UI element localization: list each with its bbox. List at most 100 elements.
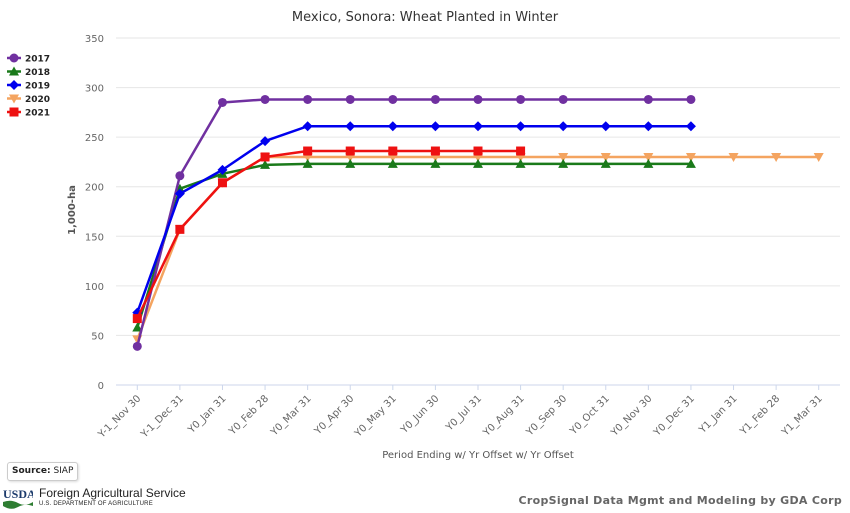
data-point-2019 bbox=[430, 121, 441, 132]
x-tick-label: Y0_May 31 bbox=[352, 393, 399, 440]
legend-label: 2018 bbox=[25, 68, 50, 78]
legend-label: 2017 bbox=[25, 55, 50, 65]
x-tick-label: Y-1_Dec 31 bbox=[139, 393, 186, 440]
data-point-2017 bbox=[260, 94, 270, 104]
legend-marker bbox=[9, 94, 19, 104]
data-point-2017 bbox=[473, 94, 483, 104]
series-line-2020 bbox=[136, 155, 819, 340]
y-axis-label: 1,000-ha bbox=[67, 185, 78, 235]
data-point-2020 bbox=[813, 152, 824, 162]
x-tick-label: Y0_Jan 31 bbox=[186, 393, 229, 436]
data-point-2018 bbox=[515, 158, 526, 168]
x-axis-label: Period Ending w/ Yr Offset w/ Yr Offset bbox=[382, 450, 574, 461]
data-point-2018 bbox=[260, 159, 271, 169]
data-point-2018 bbox=[473, 158, 483, 168]
usda-logo: USDA bbox=[3, 487, 33, 509]
data-point-2019 bbox=[600, 121, 611, 132]
data-point-2019 bbox=[174, 188, 185, 199]
credit-text: CropSignal Data Mgmt and Modeling by GDA… bbox=[518, 494, 842, 507]
x-tick-label: Y1_Jan 31 bbox=[697, 393, 740, 436]
data-point-2021 bbox=[430, 146, 440, 156]
svg-text:USDA: USDA bbox=[3, 487, 33, 501]
data-point-2021 bbox=[217, 178, 227, 188]
data-point-2019 bbox=[302, 121, 313, 132]
data-point-2021 bbox=[303, 146, 313, 156]
data-point-2017 bbox=[175, 171, 185, 181]
data-point-2019 bbox=[387, 121, 398, 132]
source-value: SIAP bbox=[53, 466, 74, 476]
data-point-2021 bbox=[132, 314, 142, 324]
legend-item-2020[interactable]: 2020 bbox=[7, 94, 50, 106]
legend-item-2017[interactable]: 2017 bbox=[7, 53, 50, 65]
data-point-2019 bbox=[685, 121, 696, 132]
x-tick-label: Y0_Jul 31 bbox=[443, 393, 484, 434]
series-lines bbox=[132, 94, 824, 351]
series-line-2018 bbox=[136, 162, 691, 328]
data-point-2018 bbox=[600, 158, 611, 168]
x-tick-label: Y0_Sep 30 bbox=[524, 393, 569, 438]
legend-marker bbox=[9, 66, 19, 76]
x-tick-label: Y0_Aug 31 bbox=[481, 393, 527, 439]
x-tick-label: Y0_Apr 30 bbox=[312, 393, 356, 437]
y-tick-labels: 0 50 100 150 200 250 300 350 bbox=[85, 34, 104, 392]
x-tick-label: Y-1_Nov 30 bbox=[96, 393, 144, 441]
chart-title: Mexico, Sonora: Wheat Planted in Winter bbox=[292, 10, 559, 25]
data-point-2018 bbox=[558, 158, 569, 168]
data-point-2020 bbox=[600, 152, 611, 162]
y-tick-label: 300 bbox=[85, 84, 104, 95]
legend-marker bbox=[9, 107, 19, 117]
legend-marker bbox=[9, 80, 19, 90]
data-point-2017 bbox=[217, 97, 227, 107]
data-point-2018 bbox=[685, 158, 696, 168]
agency-name: Foreign Agricultural Service bbox=[39, 486, 186, 500]
data-point-2021 bbox=[516, 146, 526, 156]
legend: 2017 2018 2019 2020 2021 bbox=[7, 53, 50, 119]
data-point-2021 bbox=[175, 224, 185, 234]
x-tick-label: Y0_Oct 31 bbox=[568, 393, 612, 437]
x-tick-label: Y0_Dec 31 bbox=[651, 393, 697, 439]
legend-label: 2021 bbox=[25, 109, 50, 119]
data-point-2017 bbox=[643, 94, 653, 104]
data-point-2017 bbox=[558, 94, 568, 104]
y-tick-label: 100 bbox=[85, 282, 104, 293]
data-point-2021 bbox=[345, 146, 355, 156]
legend-label: 2020 bbox=[25, 95, 50, 105]
data-point-2017 bbox=[516, 94, 526, 104]
data-point-2021 bbox=[388, 146, 398, 156]
agency-block: Foreign Agricultural Service U.S. DEPART… bbox=[39, 487, 186, 508]
data-point-2018 bbox=[302, 158, 313, 168]
data-point-2017 bbox=[345, 94, 355, 104]
y-tick-label: 50 bbox=[91, 331, 104, 342]
x-tick-label: Y1_Mar 31 bbox=[779, 393, 824, 438]
legend-item-2019[interactable]: 2019 bbox=[7, 80, 50, 92]
data-point-2020 bbox=[728, 152, 739, 162]
source-badge: Source: SIAP bbox=[7, 462, 79, 481]
y-tick-label: 150 bbox=[85, 232, 104, 243]
data-point-2019 bbox=[558, 121, 569, 132]
data-point-2020 bbox=[771, 152, 782, 162]
x-tick-label: Y0_Jun 30 bbox=[398, 393, 441, 436]
legend-item-2018[interactable]: 2018 bbox=[7, 66, 50, 79]
data-point-2017 bbox=[303, 94, 313, 104]
y-tick-label: 200 bbox=[85, 183, 104, 194]
series-2020 bbox=[132, 152, 824, 345]
data-point-2018 bbox=[643, 158, 654, 168]
data-point-2018 bbox=[345, 158, 356, 168]
data-point-2021 bbox=[473, 146, 483, 156]
data-point-2019 bbox=[260, 136, 271, 147]
data-point-2019 bbox=[643, 121, 654, 132]
legend-marker bbox=[9, 53, 19, 63]
x-tick-label: Y1_Feb 28 bbox=[738, 393, 783, 438]
series-2019 bbox=[132, 121, 696, 318]
data-point-2018 bbox=[387, 158, 398, 168]
data-point-2018 bbox=[430, 158, 441, 168]
y-tick-label: 0 bbox=[98, 381, 104, 392]
data-point-2020 bbox=[558, 152, 569, 162]
agency-department: U.S. DEPARTMENT OF AGRICULTURE bbox=[39, 501, 153, 507]
data-point-2017 bbox=[686, 94, 696, 104]
gridlines bbox=[116, 37, 840, 386]
source-label: Source: bbox=[12, 466, 51, 476]
data-point-2020 bbox=[643, 152, 654, 162]
legend-item-2021[interactable]: 2021 bbox=[7, 107, 50, 119]
